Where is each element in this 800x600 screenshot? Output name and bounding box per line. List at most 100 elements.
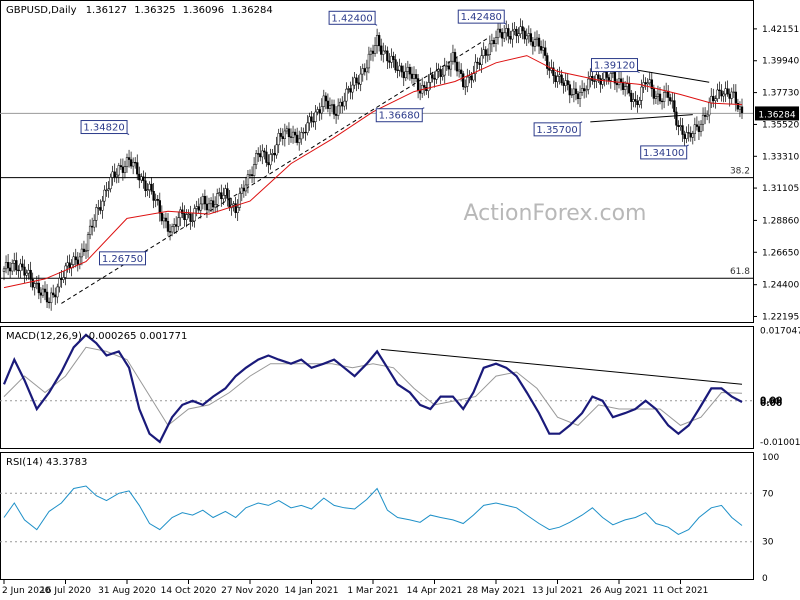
candle-body (402, 71, 405, 79)
candle-body (275, 144, 278, 156)
candle-body (296, 134, 299, 143)
price-tick-label: 1.35520 (762, 120, 799, 130)
macd-title: MACD(12,26,9) -0.000265 0.001771 (6, 331, 187, 342)
macd-value-label: 0.00 (760, 399, 782, 409)
candle-body (240, 187, 243, 194)
candle-body (466, 76, 469, 87)
candle-body (13, 260, 16, 264)
candle-body (39, 292, 43, 296)
candle-body (353, 77, 356, 86)
candle-body (585, 89, 588, 92)
candle-body (406, 66, 410, 72)
candle-body (736, 102, 740, 110)
candle-body (515, 28, 518, 37)
candle-body (158, 200, 161, 214)
time-tick-label: 14 Jan 2021 (285, 586, 339, 596)
fib-label: 38.2 (730, 167, 750, 177)
candle-body (373, 45, 377, 54)
candle-body (396, 69, 399, 72)
candle-body (718, 89, 721, 91)
candle-body (119, 165, 122, 168)
candle-body (214, 204, 217, 208)
moving-average-line (3, 55, 743, 289)
price-label-leader (637, 71, 640, 74)
candle-body (170, 226, 174, 233)
candle-body (109, 177, 112, 190)
candle-body (62, 277, 65, 280)
candle-body (490, 40, 494, 45)
candle-body (597, 74, 600, 79)
candle-body (60, 278, 63, 280)
candle-body (205, 203, 209, 211)
candle-body (505, 28, 508, 34)
candle-body (691, 133, 694, 138)
candle-body (416, 78, 420, 91)
candle-body (474, 61, 477, 74)
candle-body (211, 200, 215, 208)
candle-body (242, 187, 245, 192)
candle-body (468, 75, 471, 78)
candle-body (50, 292, 53, 303)
candle-body (252, 164, 256, 176)
candle-body (548, 68, 551, 71)
candle-body (84, 250, 88, 252)
candle-body (228, 198, 231, 209)
candle-body (91, 225, 94, 228)
candle-body (45, 291, 49, 303)
candle-body (58, 278, 61, 288)
candle-body (624, 86, 627, 90)
candle-body (93, 220, 96, 228)
candle-body (283, 130, 287, 139)
price-label: 1.42400 (331, 13, 372, 24)
candle-body (140, 176, 143, 181)
candle-body (43, 288, 47, 293)
price-label-box (99, 251, 146, 266)
candle-body (732, 91, 735, 94)
price-tick-label: 1.28860 (762, 216, 799, 226)
candle-body (619, 78, 623, 83)
candle-body (216, 193, 219, 205)
candle-body (129, 159, 133, 167)
candle-body (23, 266, 26, 276)
candle-body (404, 71, 407, 79)
candle-body (363, 68, 366, 73)
candle-body (533, 39, 537, 47)
instrument-title: GBPUSD,Daily 1.36127 1.36325 1.36096 1.3… (6, 5, 273, 16)
candle-body (501, 32, 504, 39)
candle-body (146, 189, 149, 191)
candle-body (209, 200, 213, 205)
candle-body (218, 192, 221, 194)
candle-body (132, 161, 135, 167)
candle-body (390, 55, 393, 63)
candle-body (574, 88, 578, 94)
macd-value-label: 0.00 (760, 396, 782, 406)
candle-body (671, 100, 674, 102)
rsi-title: RSI(14) 43.3783 (6, 457, 87, 468)
candle-body (414, 74, 418, 79)
candle-body (306, 122, 309, 133)
candle-body (398, 65, 401, 71)
candle-body (382, 50, 385, 55)
candle-body (21, 263, 24, 268)
candle-body (626, 83, 629, 87)
price-labels-group: 1.42400 1.42480 1.34820 1.36680 1.39120 1.357… (80, 9, 689, 266)
rsi-tick-label: 0 (762, 574, 768, 584)
candle-body (658, 93, 662, 102)
candle-body (269, 154, 272, 166)
candle-body (19, 263, 22, 272)
candle-body (97, 207, 100, 209)
price-label: 1.36680 (379, 111, 420, 122)
candle-body (162, 217, 166, 222)
candle-body (572, 88, 576, 95)
candle-body (386, 50, 389, 62)
candle-body (455, 61, 459, 72)
candle-body (427, 82, 430, 92)
candle-body (400, 65, 403, 73)
candle-body (121, 166, 125, 173)
candle-body (527, 33, 530, 37)
candle-body (580, 88, 584, 93)
candle-body (236, 207, 239, 213)
candle-body (328, 105, 332, 109)
candle-body (2, 268, 6, 272)
candle-body (332, 104, 336, 115)
